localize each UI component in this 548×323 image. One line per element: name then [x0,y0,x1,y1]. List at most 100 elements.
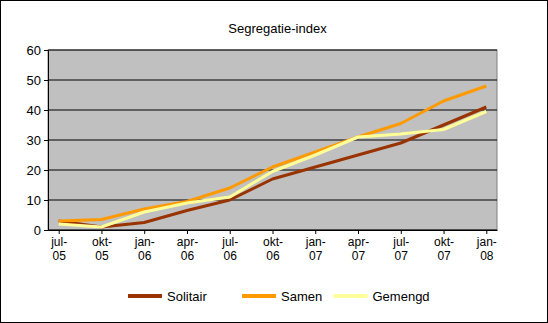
x-tick: okt-06 [263,230,283,263]
x-tick-mark [230,230,231,234]
y-tick-label: 0 [34,223,41,238]
x-tick-mark [187,230,188,234]
y-tick-label: 60 [27,43,41,58]
y-tick-mark [44,50,48,51]
y-tick-mark [44,230,48,231]
y-tick: 30 [27,133,48,148]
x-tick: jul-06 [221,230,238,263]
y-tick-label: 40 [27,103,41,118]
legend-label: Solitair [167,289,207,304]
y-tick: 20 [27,163,48,178]
legend-item: Samen [242,289,322,304]
x-tick-mark [315,230,316,234]
grid-line [48,200,497,201]
x-tick-label-part: jul- [50,235,67,249]
x-tick: jul-05 [50,230,67,263]
x-tick: okt-05 [92,230,112,263]
y-tick-label: 10 [27,193,41,208]
legend-item: Gemengd [334,289,430,304]
y-tick-mark [44,140,48,141]
x-tick-label-part: 08 [480,249,494,263]
lines [59,86,487,227]
y-tick: 60 [27,43,48,58]
x-axis: jul-05okt-05jan-06apr-06jul-06okt-06jan-… [49,230,498,263]
x-tick-label: okt-07 [434,235,454,263]
x-tick: apr-06 [177,230,198,263]
x-tick-label-part: jul- [392,235,409,249]
x-tick-label-part: apr- [348,235,369,249]
x-tick-label: apr-07 [348,235,369,263]
y-tick-mark [44,110,48,111]
x-tick-mark [401,230,402,234]
x-tick-label: okt-06 [263,235,283,263]
x-tick-label-part: apr- [177,235,198,249]
x-tick-label-part: 06 [224,249,238,263]
x-tick-label-part: jan- [476,235,497,249]
x-tick-label-part: 07 [395,249,409,263]
chart: Segregatie-index0102030405060jul-05okt-0… [0,0,548,323]
x-tick-label-part: 05 [95,249,109,263]
y-tick-label: 30 [27,133,41,148]
legend-item: Solitair [128,289,207,304]
x-tick-label: jan-08 [476,235,497,263]
x-tick: apr-07 [348,230,369,263]
y-tick-mark [44,170,48,171]
legend-swatch [242,294,276,298]
x-tick-label-part: 06 [266,249,280,263]
y-tick: 0 [34,223,48,238]
legend-swatch [334,294,368,298]
x-tick-label: okt-05 [92,235,112,263]
y-axis-line [48,51,49,231]
x-tick-label: jan-06 [134,235,155,263]
chart-border [1,1,548,323]
series-line [59,112,487,228]
legend-label: Gemengd [373,289,430,304]
x-tick-label-part: 06 [181,249,195,263]
x-tick-label-part: jul- [221,235,238,249]
x-tick-label: jan-07 [305,235,326,263]
x-tick-mark [486,230,487,234]
y-tick-label: 20 [27,163,41,178]
title: Segregatie-index [228,21,327,36]
legend-label: Samen [281,289,322,304]
y-tick: 40 [27,103,48,118]
x-tick: jan-07 [305,230,326,263]
x-tick-mark [144,230,145,234]
x-tick-label-part: 05 [53,249,67,263]
x-tick-label: apr-06 [177,235,198,263]
x-tick-mark [273,230,274,234]
x-tick-mark [59,230,60,234]
x-tick-label-part: 07 [352,249,366,263]
x-tick-label: jul-06 [221,235,238,263]
y-tick-mark [44,80,48,81]
x-tick-label: jul-05 [50,235,67,263]
x-tick: okt-07 [434,230,454,263]
grid [48,50,497,230]
grid-line [48,140,497,141]
x-tick-label: jul-07 [392,235,409,263]
x-tick-mark [101,230,102,234]
x-tick-mark [444,230,445,234]
plot-area [48,50,497,230]
grid-line [48,80,497,81]
legend-swatch [128,294,162,298]
x-tick: jan-06 [134,230,155,263]
x-tick-label-part: jan- [134,235,155,249]
x-tick-label-part: 06 [138,249,152,263]
x-tick-label-part: 07 [309,249,323,263]
x-tick-label-part: 07 [437,249,451,263]
y-tick: 10 [27,193,48,208]
y-axis: 0 10 20 30 40 50 60 [27,43,49,238]
y-tick: 50 [27,73,48,88]
legend: Solitair Samen Gemengd [128,289,430,304]
x-tick-label-part: okt- [92,235,112,249]
y-tick-mark [44,200,48,201]
x-tick-label-part: okt- [434,235,454,249]
x-tick: jul-07 [392,230,409,263]
y-tick-label: 50 [27,73,41,88]
x-tick: jan-08 [476,230,497,263]
series-line [59,86,487,221]
x-tick-label-part: jan- [305,235,326,249]
x-tick-label-part: okt- [263,235,283,249]
x-tick-mark [358,230,359,234]
